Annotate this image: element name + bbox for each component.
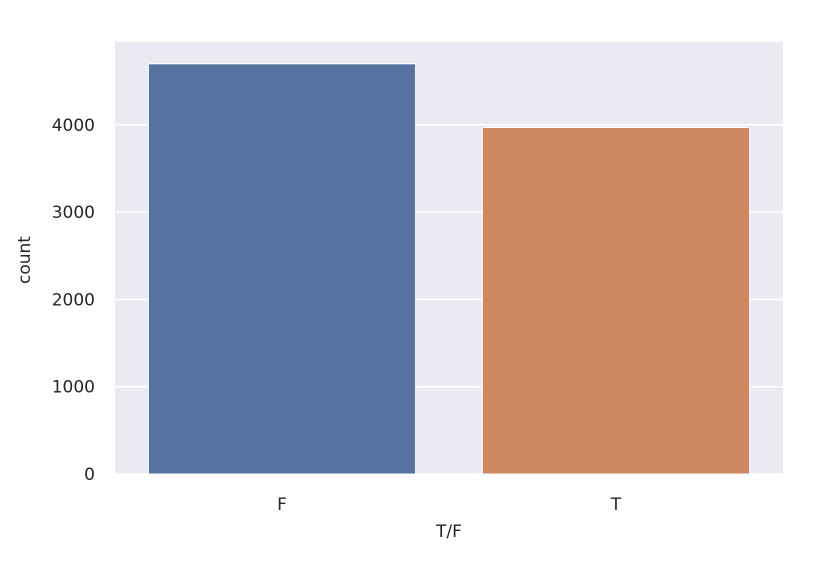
y-tick-label: 4000 [52,116,95,136]
x-tick-label: T [610,495,622,515]
y-tick-label: 1000 [52,378,95,398]
x-axis-label: T/F [435,522,462,542]
y-axis-ticks: 0 1000 2000 3000 4000 [52,116,95,485]
bar-f [147,63,417,475]
y-tick-label: 2000 [52,290,95,310]
x-tick-label: F [277,495,287,515]
y-axis-label: count [15,236,35,284]
bar-t [481,127,751,475]
y-tick-label: 0 [84,465,95,485]
bars [147,63,751,475]
y-tick-label: 3000 [52,203,95,223]
